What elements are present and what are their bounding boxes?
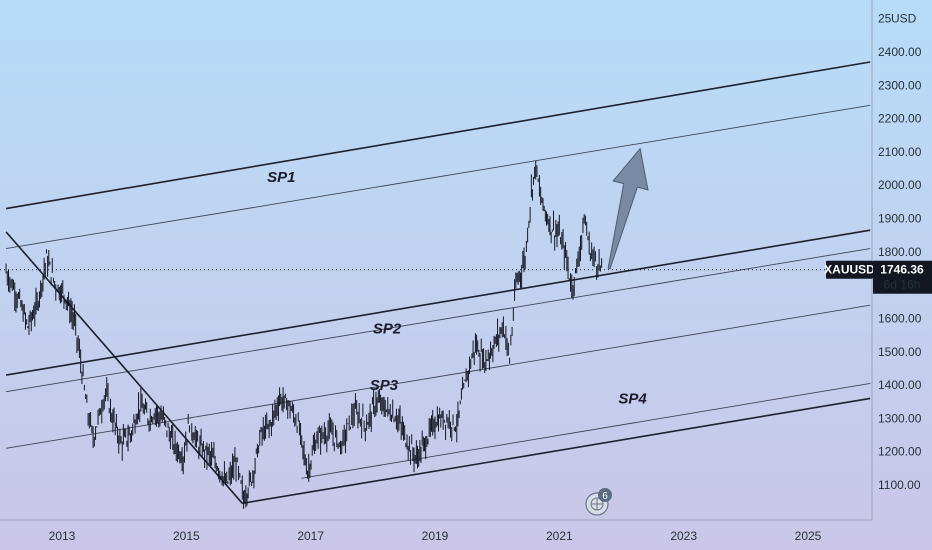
- y-tick-label: 1800.00: [878, 245, 922, 259]
- y-tick-label: 1900.00: [878, 212, 922, 226]
- y-tick-label: 1200.00: [878, 445, 922, 459]
- y-tick-label: 1500.00: [878, 345, 922, 359]
- bar-countdown-text: 6d 16h: [884, 278, 921, 292]
- x-tick-label: 2025: [795, 529, 822, 543]
- trendline-7[interactable]: [242, 397, 871, 505]
- trendline-layer: [5, 61, 871, 505]
- y-tick-label: 1600.00: [878, 311, 922, 325]
- trendline-2[interactable]: [5, 104, 871, 249]
- trendline-6[interactable]: [301, 382, 871, 479]
- y-tick-label: 2400.00: [878, 45, 922, 59]
- trendline-8[interactable]: [5, 231, 243, 504]
- x-tick-label: 2019: [422, 529, 449, 543]
- y-tick-label: 1400.00: [878, 378, 922, 392]
- y-tick-label: 2100.00: [878, 145, 922, 159]
- chart-events-badge[interactable]: 6: [585, 488, 612, 516]
- currency-label[interactable]: USD: [891, 12, 917, 26]
- trendline-3[interactable]: [5, 229, 871, 376]
- y-tick-label: 2000.00: [878, 178, 922, 192]
- y-tick-label: 2300.00: [878, 78, 922, 92]
- y-tick-label: 1300.00: [878, 411, 922, 425]
- x-tick-label: 2023: [670, 529, 697, 543]
- events-count-text: 6: [602, 491, 608, 502]
- label-sp4[interactable]: SP4: [618, 390, 647, 407]
- trendline-4[interactable]: [5, 248, 871, 393]
- arrow-layer: [607, 147, 649, 270]
- y-tick-label: 2200.00: [878, 112, 922, 126]
- symbol-tag-text: XAUUSD: [824, 263, 875, 277]
- label-sp3[interactable]: SP3: [370, 377, 399, 394]
- label-sp1[interactable]: SP1: [267, 169, 295, 186]
- x-tick-label: 2017: [297, 529, 324, 543]
- label-sp2[interactable]: SP2: [373, 320, 402, 337]
- x-tick-label: 2021: [546, 529, 573, 543]
- time-axis[interactable]: 2013 2015 2017 2019 2021 2023 2025: [0, 519, 872, 543]
- symbol-tag[interactable]: [826, 260, 873, 279]
- price-axis[interactable]: 25 USD 2400.00 2300.00 2200.00 2100.00 2000.00…: [824, 0, 932, 520]
- x-tick-label: 2015: [173, 529, 200, 543]
- sp-label-layer: SP1 SP2 SP3 SP4: [267, 169, 647, 407]
- trendline-1[interactable]: [5, 61, 871, 210]
- x-tick-label: 2013: [49, 529, 76, 543]
- current-price-box[interactable]: [873, 260, 932, 294]
- price-series-layer: [5, 160, 603, 509]
- current-price-text: 1746.36: [880, 263, 924, 277]
- y-tick-label: 25: [878, 12, 892, 26]
- events-count-badge: [598, 488, 612, 502]
- y-tick-label: 1100.00: [878, 478, 921, 492]
- projection-arrow[interactable]: [607, 147, 649, 270]
